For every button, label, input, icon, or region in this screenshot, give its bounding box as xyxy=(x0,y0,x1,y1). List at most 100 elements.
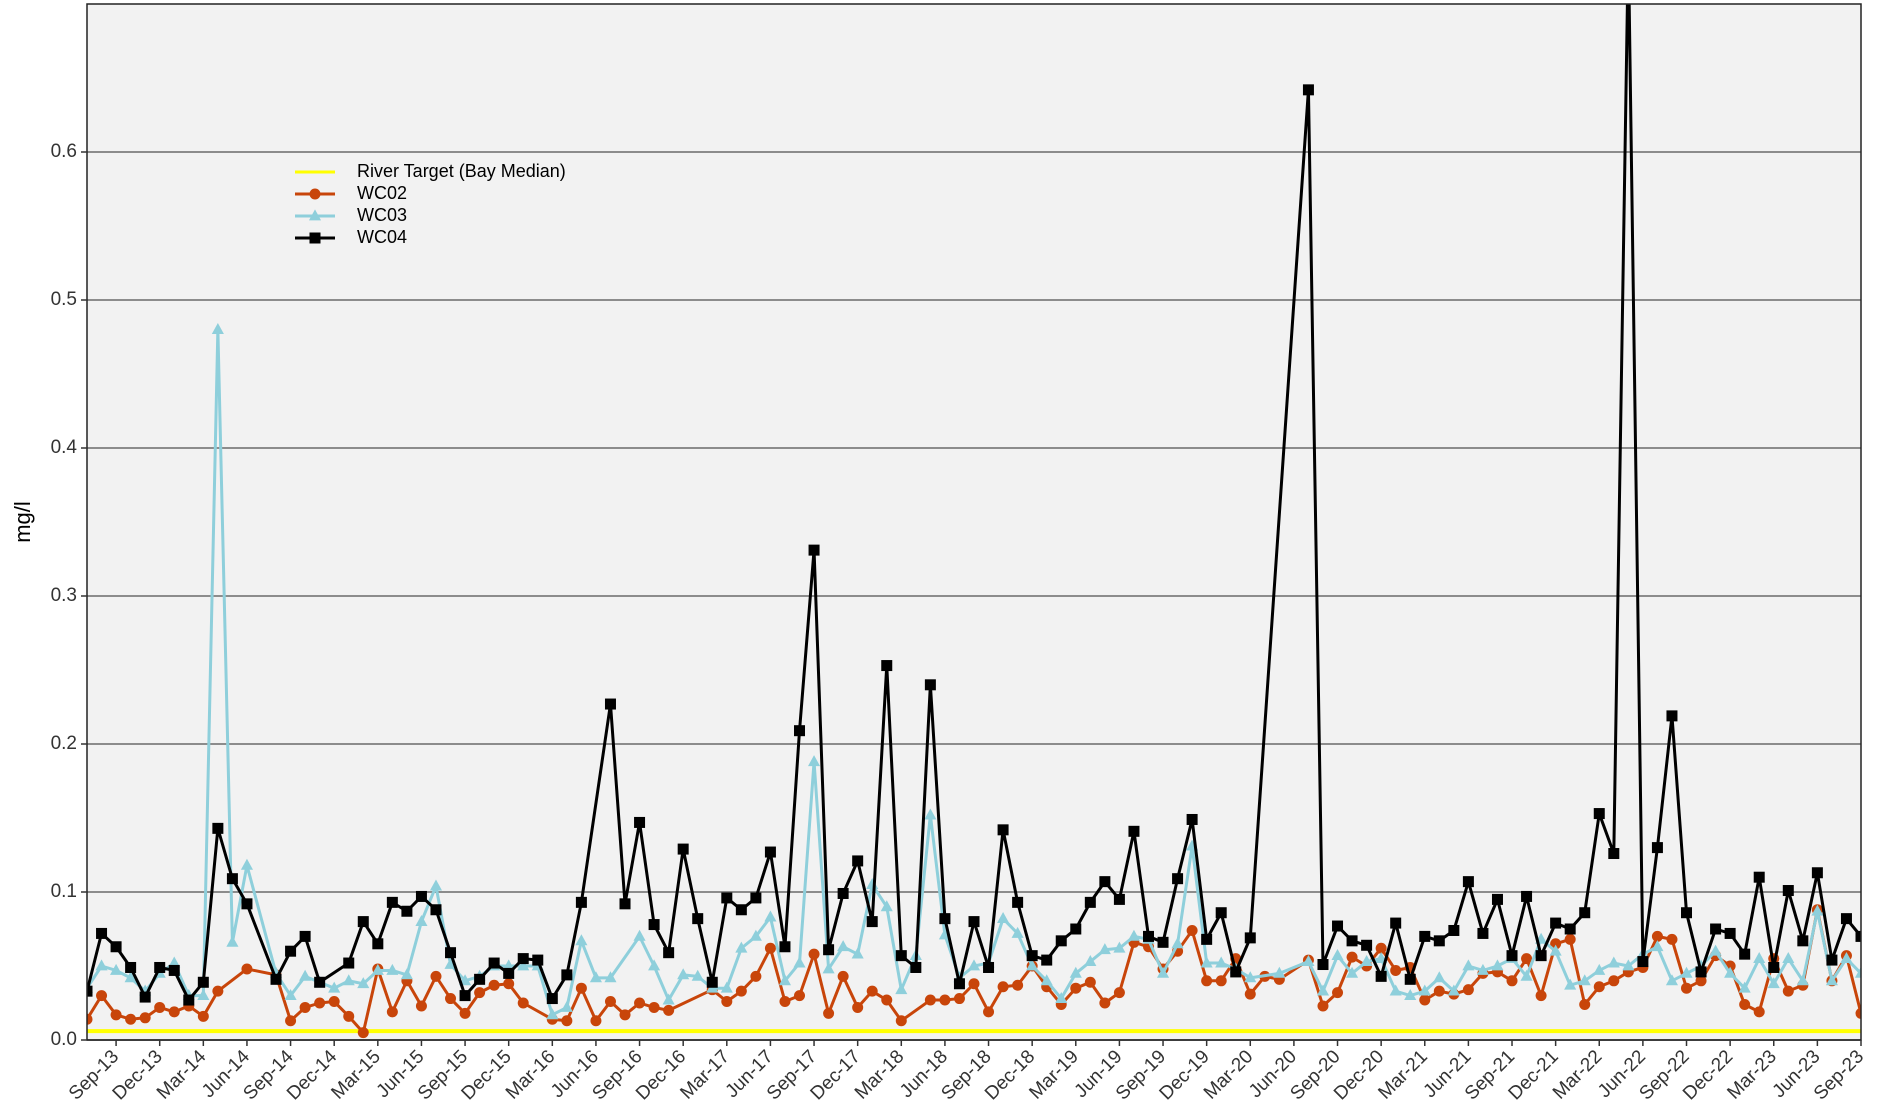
point xyxy=(807,755,821,767)
point xyxy=(1070,923,1082,935)
point xyxy=(124,971,137,983)
point xyxy=(778,974,792,986)
point xyxy=(1084,976,1096,988)
point xyxy=(1826,954,1838,966)
point xyxy=(779,996,791,1008)
point xyxy=(546,993,558,1005)
point xyxy=(895,1015,907,1027)
point xyxy=(503,978,515,990)
point xyxy=(139,991,151,1003)
point xyxy=(95,959,108,971)
point xyxy=(880,900,893,912)
point xyxy=(1753,952,1766,963)
point xyxy=(764,942,776,954)
point xyxy=(429,879,443,891)
point xyxy=(1579,998,1591,1010)
point xyxy=(459,1007,471,1019)
point xyxy=(1026,959,1039,971)
point xyxy=(1098,943,1111,955)
point xyxy=(953,993,965,1005)
point xyxy=(1346,935,1358,947)
point xyxy=(1855,930,1861,942)
point xyxy=(372,938,384,950)
x-tick-label: Sep-23 xyxy=(1810,1046,1868,1104)
point xyxy=(110,941,122,953)
point xyxy=(1855,1007,1861,1019)
point xyxy=(1520,969,1533,981)
point xyxy=(706,976,718,988)
point xyxy=(1607,956,1620,968)
point xyxy=(997,981,1009,993)
point xyxy=(168,956,181,968)
point xyxy=(837,940,850,952)
point xyxy=(1549,944,1562,956)
point xyxy=(997,912,1010,924)
point xyxy=(1753,1006,1765,1018)
point xyxy=(1622,959,1635,971)
point xyxy=(575,982,587,994)
point xyxy=(197,1010,209,1022)
point xyxy=(997,824,1009,836)
point xyxy=(822,962,835,974)
point xyxy=(910,961,922,973)
point xyxy=(663,947,675,959)
point xyxy=(1404,989,1417,1000)
y-tick-label: 0.1 xyxy=(51,881,77,902)
series-line xyxy=(87,908,1861,1035)
point xyxy=(575,934,588,946)
point xyxy=(1854,966,1861,978)
x-tick-label: Dec-13 xyxy=(109,1046,167,1104)
point xyxy=(1550,917,1562,929)
point xyxy=(1055,991,1068,1003)
x-tick-label: Dec-15 xyxy=(458,1046,516,1104)
point xyxy=(1360,954,1373,966)
point xyxy=(1579,907,1591,919)
point xyxy=(851,947,864,959)
plot-background xyxy=(87,4,1861,1040)
grid xyxy=(87,151,1861,1041)
point xyxy=(1273,966,1286,978)
point xyxy=(125,1013,137,1025)
point xyxy=(866,985,878,997)
point xyxy=(983,1006,995,1018)
point xyxy=(1448,924,1460,936)
point xyxy=(1171,937,1184,949)
point xyxy=(1739,948,1751,960)
point xyxy=(1069,966,1082,978)
point xyxy=(619,898,631,910)
point xyxy=(604,971,617,983)
point xyxy=(735,904,747,916)
point xyxy=(285,1015,297,1027)
x-tick-label: Dec-22 xyxy=(1679,1046,1737,1104)
point xyxy=(648,959,661,971)
point xyxy=(1215,907,1227,919)
x-tick-label: Dec-18 xyxy=(981,1046,1039,1104)
point xyxy=(1215,975,1227,987)
point xyxy=(1739,998,1751,1010)
point xyxy=(924,679,936,691)
point xyxy=(430,970,442,982)
point xyxy=(1419,994,1431,1006)
point xyxy=(852,855,864,867)
point xyxy=(1578,974,1591,986)
x-tick-label: Mar-17 xyxy=(676,1046,733,1103)
point xyxy=(1681,982,1693,994)
point xyxy=(197,989,210,1000)
point xyxy=(1564,978,1577,990)
point xyxy=(1462,984,1474,996)
point xyxy=(1521,953,1533,965)
point xyxy=(459,990,471,1002)
x-tick-label: Mar-23 xyxy=(1723,1046,1780,1103)
point xyxy=(415,915,428,926)
point xyxy=(386,1006,398,1018)
x-tick-label: Dec-20 xyxy=(1330,1046,1388,1104)
point xyxy=(967,959,981,971)
point xyxy=(211,323,224,334)
point xyxy=(342,974,355,986)
point xyxy=(1709,944,1722,956)
y-tick-label: 0.6 xyxy=(51,141,77,162)
point xyxy=(154,1001,166,1013)
point xyxy=(560,1000,573,1012)
point xyxy=(881,994,893,1006)
